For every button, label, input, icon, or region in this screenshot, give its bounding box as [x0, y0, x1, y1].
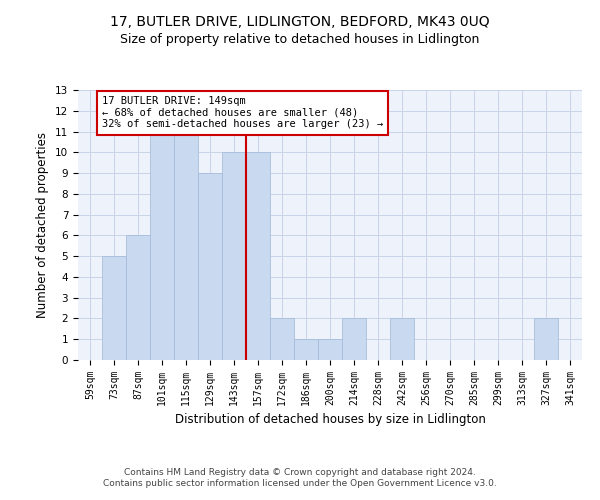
Text: Contains public sector information licensed under the Open Government Licence v3: Contains public sector information licen…: [103, 480, 497, 488]
Bar: [126, 236, 150, 360]
Bar: [150, 132, 174, 360]
Bar: [174, 132, 198, 360]
Bar: [222, 152, 246, 360]
Bar: [246, 152, 270, 360]
Bar: [270, 318, 294, 360]
Bar: [102, 256, 126, 360]
Bar: [342, 318, 366, 360]
Text: 17 BUTLER DRIVE: 149sqm
← 68% of detached houses are smaller (48)
32% of semi-de: 17 BUTLER DRIVE: 149sqm ← 68% of detache…: [102, 96, 383, 130]
Bar: [318, 339, 342, 360]
Text: Size of property relative to detached houses in Lidlington: Size of property relative to detached ho…: [121, 34, 479, 46]
Bar: [390, 318, 414, 360]
Bar: [198, 173, 222, 360]
Bar: [534, 318, 558, 360]
Text: Contains HM Land Registry data © Crown copyright and database right 2024.: Contains HM Land Registry data © Crown c…: [124, 468, 476, 477]
X-axis label: Distribution of detached houses by size in Lidlington: Distribution of detached houses by size …: [175, 414, 485, 426]
Bar: [294, 339, 318, 360]
Y-axis label: Number of detached properties: Number of detached properties: [37, 132, 49, 318]
Text: 17, BUTLER DRIVE, LIDLINGTON, BEDFORD, MK43 0UQ: 17, BUTLER DRIVE, LIDLINGTON, BEDFORD, M…: [110, 16, 490, 30]
